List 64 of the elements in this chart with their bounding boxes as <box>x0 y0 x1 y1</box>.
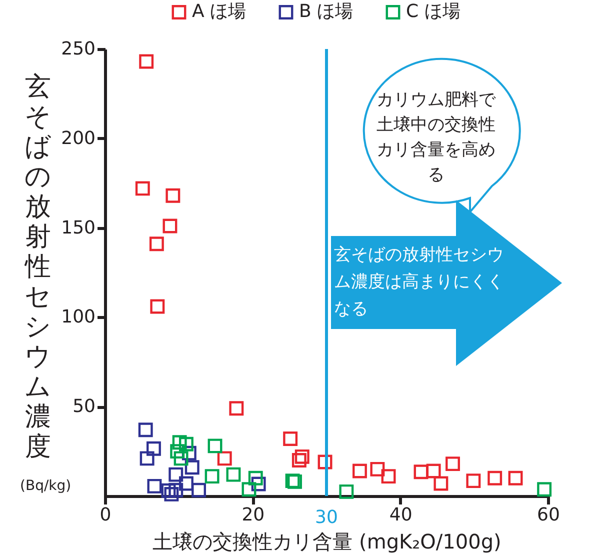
point <box>208 438 222 454</box>
point <box>537 482 552 497</box>
point <box>248 470 263 486</box>
legend-label: B ほ場 <box>299 1 354 22</box>
point <box>242 482 256 497</box>
point <box>488 470 502 486</box>
point <box>162 218 178 234</box>
ref-line-label: 30 <box>315 507 338 528</box>
point <box>192 482 206 498</box>
point <box>204 469 220 484</box>
y-tick-label: 150 <box>61 217 96 238</box>
point <box>182 446 196 460</box>
point <box>168 467 184 482</box>
point <box>168 482 184 498</box>
x-axis-title: 土壌の交換性カリ含量 (mgK₂O/100g) <box>152 530 502 554</box>
text: (Bq/kg) <box>20 478 72 494</box>
point <box>251 476 266 492</box>
point <box>150 299 165 314</box>
point <box>294 449 310 464</box>
annotation: 玄そばの放射性セシウム濃度は高まりにくくなる <box>334 244 505 321</box>
legend-label: C ほ場 <box>406 1 460 22</box>
x-tick-label: 60 <box>537 504 560 526</box>
annotation: カリウム肥料で土壌中の交換性カリ含量を高める <box>376 89 497 187</box>
point <box>178 476 194 491</box>
point <box>229 401 244 416</box>
y-tick-label: 50 <box>72 396 96 418</box>
point <box>318 454 332 470</box>
point <box>135 181 150 196</box>
point <box>217 451 232 466</box>
point <box>138 422 153 438</box>
point <box>178 436 194 452</box>
point <box>139 54 154 69</box>
point <box>414 464 428 480</box>
point <box>166 188 180 203</box>
point <box>170 444 185 459</box>
point <box>508 470 523 486</box>
y-tick-label: 250 <box>61 38 96 60</box>
y-tick-label: 200 <box>61 128 96 149</box>
text: 玄そばの放射性セシウム濃度 <box>24 72 52 462</box>
point <box>434 476 448 491</box>
x-tick-label: 20 <box>242 504 265 526</box>
point <box>140 451 154 466</box>
point <box>164 486 179 502</box>
point <box>149 236 164 252</box>
legend-label: A ほ場 <box>192 1 246 22</box>
point <box>161 483 176 498</box>
point <box>172 435 187 450</box>
point <box>292 453 306 468</box>
point <box>184 460 200 475</box>
point <box>446 456 460 472</box>
point <box>283 432 298 446</box>
point <box>352 464 367 478</box>
point <box>466 474 481 488</box>
point <box>370 462 385 476</box>
x-tick-label: 40 <box>389 504 412 526</box>
point <box>174 451 188 466</box>
y-tick-label: 100 <box>61 306 96 328</box>
x-tick-label: 0 <box>100 504 112 526</box>
point <box>339 484 354 499</box>
point <box>381 469 396 484</box>
point <box>146 441 161 456</box>
point <box>426 464 441 478</box>
point <box>147 478 162 494</box>
point <box>226 467 241 482</box>
